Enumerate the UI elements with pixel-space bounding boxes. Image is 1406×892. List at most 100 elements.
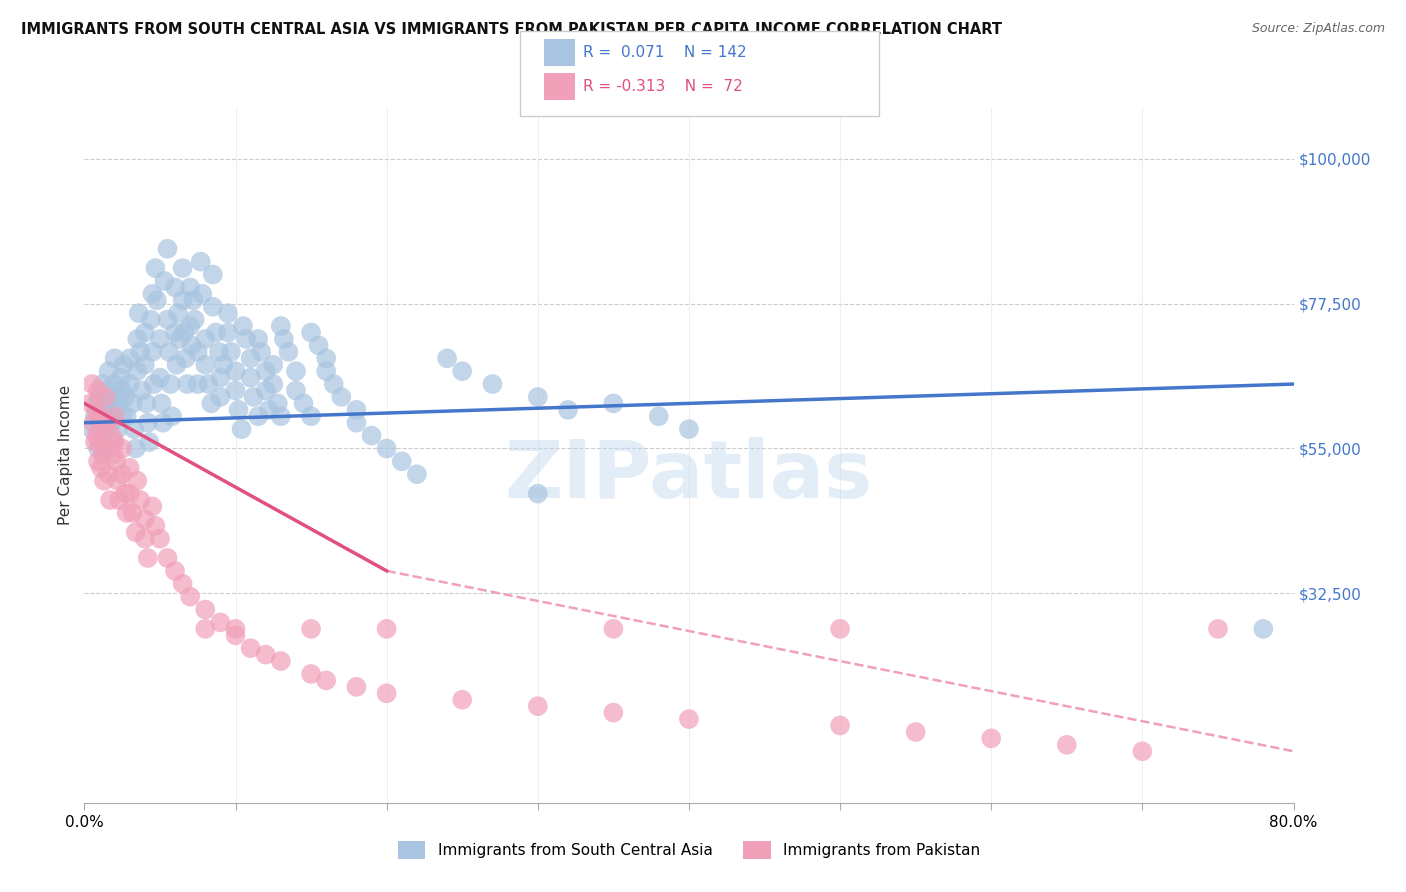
Point: [212, 358, 235, 372]
Point: [346, 402, 368, 417]
Point: [79, 396, 101, 410]
Point: [315, 673, 337, 688]
Point: [166, 358, 188, 372]
Point: [270, 409, 292, 424]
Point: [239, 370, 262, 384]
Point: [292, 396, 315, 410]
Point: [254, 384, 277, 398]
Point: [118, 351, 141, 366]
Point: [80, 422, 103, 436]
Point: [179, 319, 201, 334]
Point: [172, 576, 194, 591]
Point: [200, 396, 222, 410]
Legend: Immigrants from South Central Asia, Immigrants from Pakistan: Immigrants from South Central Asia, Immi…: [392, 835, 986, 864]
Point: [181, 293, 204, 308]
Point: [225, 622, 247, 636]
Point: [315, 364, 337, 378]
Point: [87, 454, 110, 468]
Point: [94, 422, 117, 436]
Point: [111, 409, 134, 424]
Point: [208, 344, 231, 359]
Point: [375, 442, 398, 456]
Point: [173, 326, 195, 340]
Point: [160, 409, 183, 424]
Point: [101, 448, 124, 462]
Point: [96, 384, 118, 398]
Point: [93, 402, 115, 417]
Point: [406, 467, 429, 482]
Point: [100, 416, 122, 430]
Point: [156, 312, 179, 326]
Point: [118, 460, 141, 475]
Point: [86, 402, 108, 417]
Point: [107, 474, 129, 488]
Point: [299, 409, 322, 424]
Point: [299, 622, 322, 636]
Point: [165, 564, 187, 578]
Point: [904, 725, 927, 739]
Point: [98, 493, 121, 508]
Point: [481, 377, 503, 392]
Point: [152, 416, 174, 430]
Point: [89, 390, 111, 404]
Point: [146, 293, 169, 308]
Point: [93, 474, 115, 488]
Point: [149, 370, 172, 384]
Point: [98, 396, 121, 410]
Point: [209, 615, 232, 630]
Point: [183, 312, 205, 326]
Point: [436, 351, 458, 366]
Point: [156, 242, 179, 256]
Point: [145, 261, 167, 276]
Point: [228, 402, 250, 417]
Point: [980, 731, 1002, 746]
Point: [299, 326, 322, 340]
Point: [127, 364, 149, 378]
Point: [90, 460, 112, 475]
Point: [134, 532, 156, 546]
Point: [602, 396, 624, 410]
Point: [122, 422, 145, 436]
Point: [121, 506, 143, 520]
Point: [141, 286, 163, 301]
Point: [91, 448, 114, 462]
Point: [205, 326, 228, 340]
Point: [96, 442, 118, 456]
Point: [135, 396, 157, 410]
Point: [105, 454, 128, 468]
Point: [375, 686, 398, 700]
Point: [346, 416, 368, 430]
Point: [101, 435, 124, 450]
Point: [225, 628, 247, 642]
Point: [97, 467, 120, 482]
Point: [242, 390, 264, 404]
Point: [87, 384, 110, 398]
Point: [121, 396, 143, 410]
Point: [111, 467, 134, 482]
Point: [315, 351, 337, 366]
Point: [136, 551, 159, 566]
Point: [80, 377, 103, 392]
Point: [110, 370, 132, 384]
Point: [557, 402, 579, 417]
Point: [114, 390, 136, 404]
Point: [602, 622, 624, 636]
Point: [375, 622, 398, 636]
Point: [451, 364, 474, 378]
Point: [197, 377, 219, 392]
Point: [142, 377, 165, 392]
Point: [391, 454, 413, 468]
Point: [270, 319, 292, 334]
Point: [84, 435, 107, 450]
Point: [125, 525, 148, 540]
Point: [217, 326, 239, 340]
Point: [179, 280, 201, 294]
Point: [89, 416, 111, 430]
Point: [308, 338, 330, 352]
Point: [346, 680, 368, 694]
Point: [254, 648, 277, 662]
Point: [91, 377, 114, 392]
Point: [149, 532, 172, 546]
Point: [191, 286, 214, 301]
Point: [96, 416, 118, 430]
